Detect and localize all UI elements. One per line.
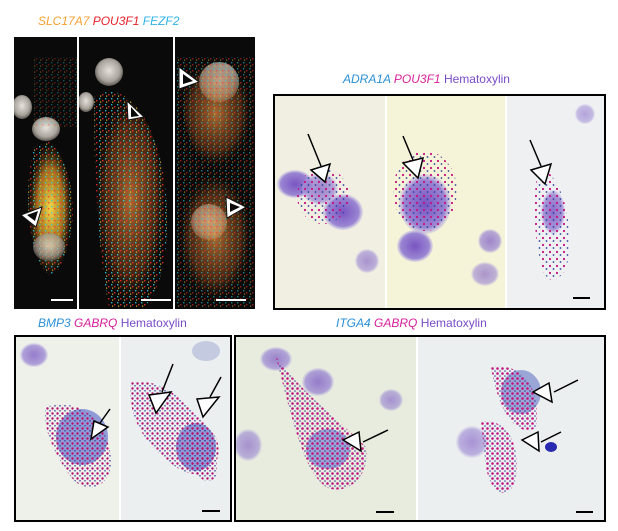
label-hematoxylin: Hematoxylin: [443, 72, 510, 86]
bmp3-arrow-1: [89, 408, 111, 441]
bmp3-panel: [14, 335, 232, 522]
bmp3-arrow-3: [195, 376, 222, 419]
label-pou3f1: POU3F1: [92, 14, 140, 28]
label-fezf2: FEZF2: [142, 14, 180, 28]
label-hematoxylin: Hematoxylin: [120, 316, 187, 330]
label-hematoxylin: Hematoxylin: [420, 316, 487, 330]
adra1a-arrow-3: [529, 139, 553, 186]
itga4-probe-label: ITGA4 GABRQ Hematoxylin: [336, 316, 487, 330]
itga4-image: [236, 337, 604, 520]
adra1a-probe-label: ADRA1A POU3F1 Hematoxylin: [343, 72, 510, 86]
label-pou3f1-stain: POU3F1: [393, 72, 441, 86]
bmp3-arrow-2: [147, 363, 174, 415]
scale-bar: [51, 299, 73, 301]
label-gabrq: GABRQ: [374, 316, 418, 330]
fluorescence-panel: [14, 37, 255, 309]
label-itga4: ITGA4: [336, 316, 371, 330]
scale-bar: [202, 510, 220, 512]
fluor-arrowhead-4: [225, 196, 248, 219]
scale-bar: [141, 299, 171, 301]
bmp3-probe-label: BMP3 GABRQ Hematoxylin: [38, 316, 187, 330]
itga4-arrow-3: [520, 430, 562, 453]
itga4-panel: [234, 335, 606, 522]
label-bmp3: BMP3: [38, 316, 71, 330]
fluor-subpanel-3: [176, 57, 255, 307]
adra1a-arrow-2: [401, 135, 425, 180]
label-slc17a7: SLC17A7: [38, 14, 90, 28]
fluor-arrowhead-3: [178, 66, 201, 90]
adra1a-arrow-1: [307, 133, 332, 184]
itga4-arrow-1: [341, 429, 389, 453]
fluorescence-image: [14, 37, 255, 309]
scale-bar: [573, 297, 590, 299]
adra1a-image: [275, 96, 604, 308]
label-adra1a: ADRA1A: [343, 72, 391, 86]
fluor-subpanel-1: [14, 57, 79, 275]
fluor-subpanel-2: [78, 58, 168, 307]
adra1a-panel: [273, 94, 606, 310]
fluor-probe-label: SLC17A7 POU3F1 FEZF2: [38, 14, 179, 28]
itga4-arrow-2: [531, 379, 579, 404]
label-gabrq: GABRQ: [74, 316, 118, 330]
scale-bar: [376, 511, 394, 513]
fluor-arrowhead-1: [20, 206, 43, 228]
scale-bar: [216, 299, 246, 301]
scale-bar: [576, 511, 593, 513]
fluor-arrowhead-2: [126, 99, 146, 121]
bmp3-image: [16, 337, 230, 520]
